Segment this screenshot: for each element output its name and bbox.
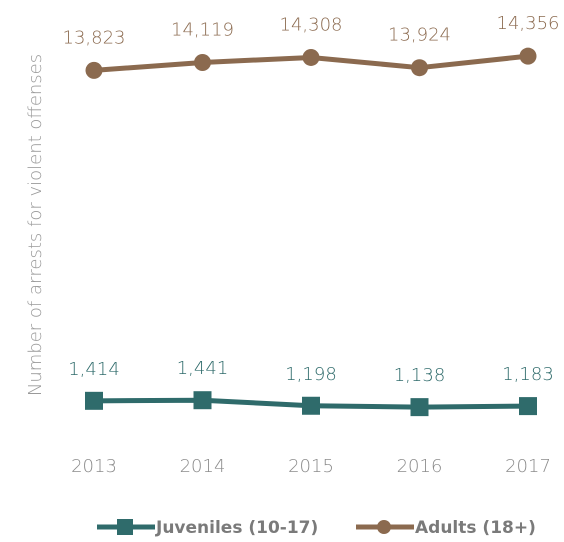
data-point xyxy=(411,59,428,77)
x-tick-label-2013: 2013 xyxy=(71,456,117,477)
x-tick-label-2016: 2016 xyxy=(397,456,443,477)
data-label: 14,356 xyxy=(497,13,560,34)
data-label: 14,308 xyxy=(280,14,343,35)
data-point xyxy=(193,391,212,410)
data-point xyxy=(85,391,103,410)
legend-label-juveniles: Juveniles (10-17) xyxy=(155,518,318,538)
legend-marker-juveniles xyxy=(117,519,133,535)
data-point xyxy=(519,47,537,65)
data-label: 1,414 xyxy=(68,359,120,380)
data-point xyxy=(194,53,211,71)
data-label: 13,823 xyxy=(63,27,126,48)
data-label: 14,119 xyxy=(171,19,234,40)
legend-marker-adults xyxy=(377,520,391,534)
data-point xyxy=(302,396,320,415)
data-label: 1,183 xyxy=(502,364,554,385)
data-label: 13,924 xyxy=(388,25,451,46)
data-label: 1,198 xyxy=(285,364,337,385)
x-tick-label-2014: 2014 xyxy=(180,456,226,477)
x-tick-label-2017: 2017 xyxy=(505,456,551,477)
x-tick-label-2015: 2015 xyxy=(288,456,334,477)
data-point xyxy=(85,61,103,79)
y-axis-label: Number of arrests for violent offenses xyxy=(25,54,46,396)
data-point xyxy=(410,398,429,417)
data-point xyxy=(302,48,320,66)
data-label: 1,138 xyxy=(394,365,446,386)
data-label: 1,441 xyxy=(177,358,229,379)
legend-label-adults: Adults (18+) xyxy=(415,518,536,538)
data-point xyxy=(519,397,537,416)
